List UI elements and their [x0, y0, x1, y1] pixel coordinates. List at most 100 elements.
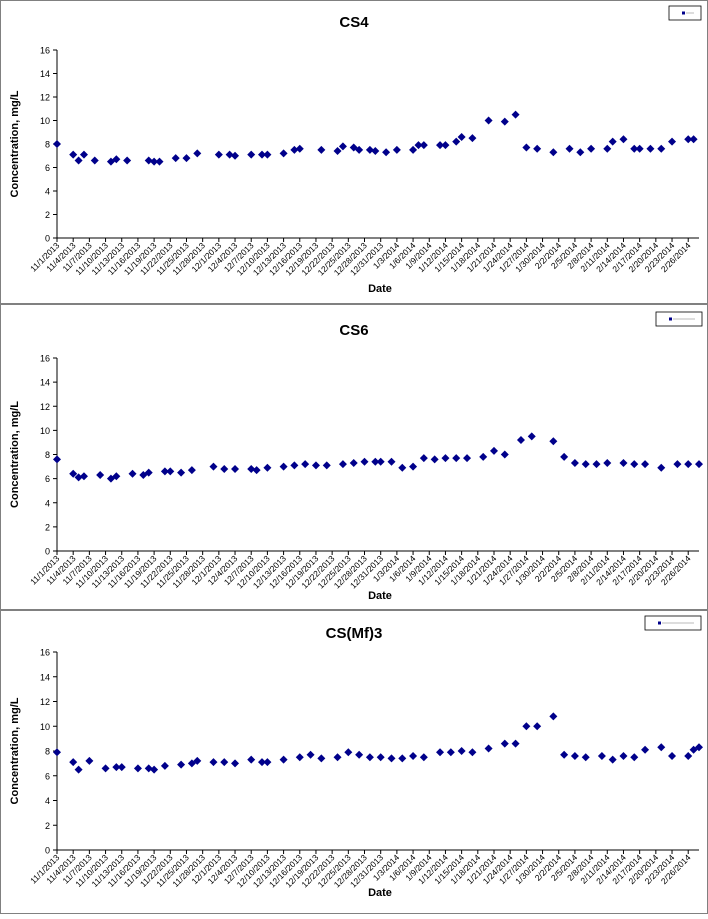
data-point	[301, 460, 310, 469]
chart-panel-cs4: CS4 0 2 4 6 8 10 12 14 16 11/1/2013 11/4/2013 11/7/2…	[0, 0, 708, 304]
data-point	[322, 461, 331, 470]
data-point	[668, 137, 677, 146]
data-point	[160, 761, 169, 770]
data-point	[112, 155, 121, 164]
y-tick-label: 4	[45, 796, 50, 806]
data-point	[608, 137, 617, 146]
data-point	[144, 764, 153, 773]
y-tick-label: 14	[40, 69, 50, 79]
data-point	[187, 466, 196, 475]
y-tick-label: 2	[45, 210, 50, 220]
data-point	[387, 754, 396, 763]
x-axis-label: Date	[368, 887, 392, 899]
data-point	[630, 144, 639, 153]
data-point	[511, 739, 520, 748]
data-point	[419, 454, 428, 463]
data-point	[214, 150, 223, 159]
data-point	[409, 462, 418, 471]
y-axis-label: Concentration, mg/L	[9, 697, 21, 804]
data-point	[689, 135, 698, 144]
data-point	[144, 156, 153, 165]
data-point	[171, 154, 180, 163]
data-point	[560, 452, 569, 461]
legend-marker	[669, 317, 672, 321]
data-point	[463, 454, 472, 463]
data-point	[684, 460, 693, 469]
data-point	[150, 765, 159, 774]
y-tick-label: 6	[45, 771, 50, 781]
data-point	[96, 471, 105, 480]
y-tick-label: 10	[40, 116, 50, 126]
data-point	[231, 151, 240, 160]
data-point	[511, 110, 520, 119]
data-point	[279, 462, 288, 471]
chart-panel-cs6: CS6 0 2 4 6 8 10 12 14 16 11/1/2013 11/4/2013 11/7/2…	[0, 304, 708, 610]
data-point	[360, 457, 369, 466]
data-point	[128, 469, 137, 478]
data-point	[371, 147, 380, 156]
data-point	[500, 117, 509, 126]
y-tick-label: 12	[40, 697, 50, 707]
data-point	[112, 763, 121, 772]
data-point	[311, 461, 320, 470]
data-point	[220, 464, 229, 473]
data-point	[436, 141, 445, 150]
data-point	[279, 755, 288, 764]
data-point	[290, 145, 299, 154]
data-point	[263, 758, 272, 767]
data-point	[500, 739, 509, 748]
data-point	[333, 753, 342, 762]
y-tick-label: 14	[40, 378, 50, 388]
data-point	[419, 141, 428, 150]
data-point	[630, 753, 639, 762]
data-point	[527, 432, 536, 441]
data-point	[684, 751, 693, 760]
y-tick-label: 8	[45, 140, 50, 150]
data-point	[409, 145, 418, 154]
data-point	[457, 132, 466, 141]
data-point	[338, 460, 347, 469]
y-tick-label: 2	[45, 821, 50, 831]
data-point	[376, 753, 385, 762]
y-axis-label: Concentration, mg/L	[9, 401, 21, 508]
y-axis-label: Concentration, mg/L	[9, 90, 21, 197]
data-point	[279, 149, 288, 158]
data-point	[160, 467, 169, 476]
data-point	[522, 143, 531, 152]
data-point	[247, 755, 256, 764]
data-point	[641, 745, 650, 754]
data-point	[533, 722, 542, 731]
y-tick-label: 10	[40, 722, 50, 732]
chart-frame	[0, 304, 708, 610]
data-point	[295, 753, 304, 762]
data-point	[457, 747, 466, 755]
data-point	[668, 751, 677, 760]
data-point	[603, 458, 612, 467]
data-point	[193, 756, 202, 765]
data-point	[112, 472, 121, 481]
chart-csmf3: CS(Mf)3024681012141611/1/201311/4/201311…	[0, 610, 708, 914]
data-point	[117, 763, 126, 772]
data-point	[398, 754, 407, 763]
data-point	[441, 141, 450, 150]
data-point	[657, 743, 666, 752]
data-point	[231, 464, 240, 473]
data-point	[371, 457, 380, 466]
data-point	[657, 144, 666, 153]
data-point	[193, 149, 202, 158]
data-point	[290, 461, 299, 470]
data-point	[695, 743, 703, 752]
data-point	[436, 748, 445, 757]
y-tick-label: 4	[45, 498, 50, 508]
data-point	[53, 140, 61, 148]
data-point	[74, 156, 83, 165]
data-point	[263, 150, 272, 159]
chart-cs6: CS6024681012141611/1/201311/4/201311/7/2…	[0, 304, 708, 610]
y-tick-label: 10	[40, 426, 50, 436]
data-point	[69, 758, 78, 767]
data-point	[247, 464, 256, 473]
data-point	[231, 759, 240, 768]
data-point	[355, 750, 364, 759]
data-point	[565, 144, 574, 153]
data-point	[387, 457, 396, 466]
